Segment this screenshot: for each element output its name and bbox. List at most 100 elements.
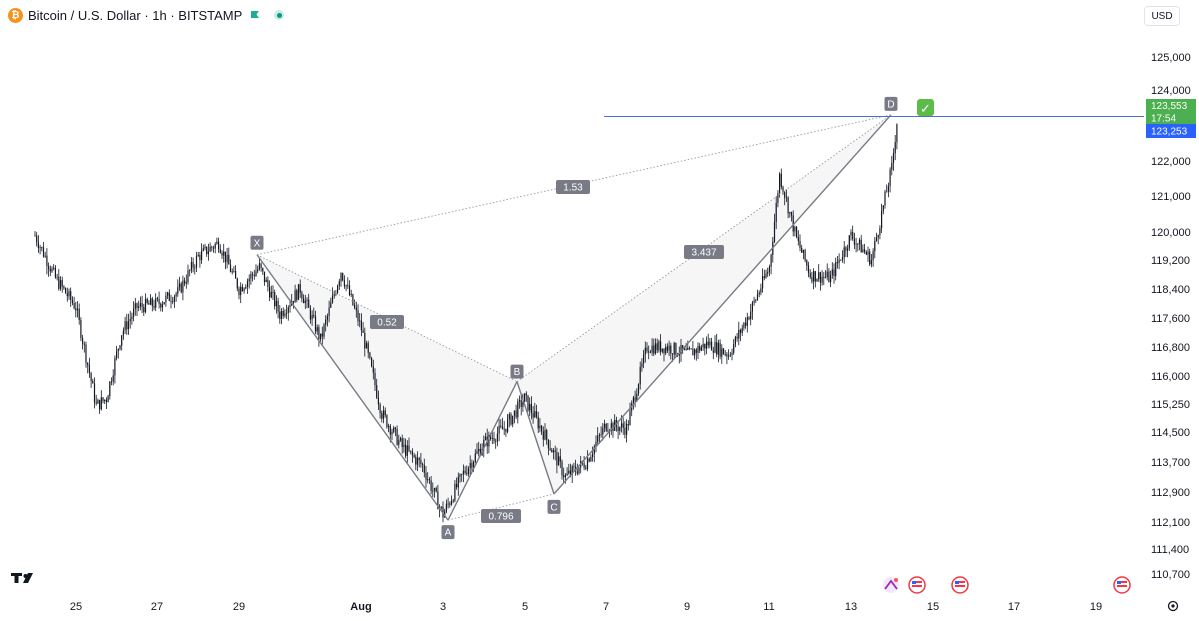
flag-icon[interactable] (250, 10, 260, 20)
candle-body (304, 300, 306, 304)
candle-body (852, 232, 854, 239)
candle-body (515, 410, 517, 418)
settings-gear-icon[interactable] (1167, 600, 1179, 612)
candle-body (632, 397, 634, 404)
candle-body (314, 316, 317, 332)
candle-body (719, 342, 721, 357)
candle-body (326, 315, 328, 320)
us-flag-icon[interactable] (908, 576, 926, 594)
candle-body (364, 333, 366, 349)
candle-body (418, 458, 420, 460)
candle-body (483, 439, 485, 450)
candle-body (296, 290, 298, 300)
price-axis-label: 113,700 (1151, 457, 1190, 469)
pattern-point-label-bg (884, 96, 898, 111)
candle-body (569, 470, 572, 475)
candle-body (728, 355, 730, 357)
candle-body (155, 298, 157, 308)
candle-body (301, 292, 303, 299)
currency-button[interactable]: USD (1144, 6, 1180, 26)
candle-body (495, 440, 497, 442)
candle-body (847, 248, 849, 251)
candle-body (733, 344, 735, 353)
candle-body (717, 342, 719, 355)
candle-body (743, 322, 745, 328)
candle-body (255, 271, 257, 276)
candle-body (450, 500, 453, 505)
candle-body (794, 226, 796, 232)
candle-body (563, 475, 565, 477)
candle-body (292, 301, 294, 303)
symbol-header[interactable]: ₿ Bitcoin / U.S. Dollar · 1h · BITSTAMP (8, 6, 285, 24)
candle-body (816, 279, 818, 282)
candle-body (396, 429, 398, 445)
candle-body (592, 454, 594, 458)
candle-body (660, 341, 662, 352)
candle-body (143, 307, 145, 313)
candle-body (331, 295, 334, 303)
candle-body (248, 278, 250, 282)
candle-body (819, 272, 821, 283)
candle-body (780, 173, 782, 187)
candle-body (59, 280, 62, 289)
candle-body (325, 319, 327, 325)
candle-body (853, 238, 855, 245)
candle-body (537, 416, 539, 429)
candle-body (182, 280, 184, 293)
candle-body (73, 303, 75, 309)
candle-body (841, 257, 844, 260)
line-price-tag-bg (1146, 124, 1196, 138)
candle-body (211, 246, 213, 248)
candle-body (262, 268, 264, 272)
candle-body (202, 248, 204, 251)
candle-body (498, 425, 500, 434)
candle-body (704, 343, 706, 349)
event-icons[interactable] (883, 576, 1131, 594)
pattern-leg[interactable] (553, 114, 892, 495)
candle-body (82, 338, 84, 344)
candle-body (865, 251, 867, 255)
candle-body (610, 423, 612, 431)
candle-body (224, 251, 226, 263)
candle-body (736, 336, 738, 339)
price-tags: 123,553 17:54 123,253 (1146, 99, 1196, 138)
current-price-tag-bg (1146, 99, 1196, 112)
candle-body (857, 243, 859, 245)
candle-body (622, 423, 624, 428)
candle-body (782, 186, 784, 193)
candle-body (527, 395, 529, 411)
candle-body (593, 446, 595, 454)
candle-body (624, 427, 626, 435)
candle-body (201, 250, 203, 261)
candle-body (629, 410, 631, 425)
candle-body (323, 324, 325, 337)
candle-body (440, 506, 442, 508)
candle-body (722, 348, 725, 355)
candle-body (510, 414, 512, 425)
candle-body (175, 293, 177, 297)
candle-body (654, 343, 657, 354)
us-flag-icon[interactable] (951, 576, 969, 594)
candle-body (267, 279, 269, 287)
candle-body (578, 467, 580, 474)
candle-body (90, 373, 92, 382)
pattern-leg[interactable] (256, 254, 449, 521)
candle-body (352, 294, 354, 305)
time-axis-label: Aug (350, 601, 371, 613)
candle-body (241, 286, 243, 291)
candle-body (270, 292, 272, 298)
candle-body (649, 352, 651, 354)
candle-body (532, 413, 534, 418)
pattern-leg[interactable] (447, 381, 518, 521)
check-icon: ✓ (917, 99, 934, 117)
pattern-ratio-label: 3.437 (691, 248, 716, 259)
candle-body (343, 280, 345, 287)
candle-body (595, 442, 597, 447)
us-flag-icon[interactable] (1113, 576, 1131, 594)
pattern-leg[interactable] (516, 381, 555, 495)
candle-body (221, 252, 223, 256)
candle-body (226, 254, 228, 263)
candle-body (583, 463, 585, 468)
earnings-icon[interactable] (883, 577, 899, 593)
